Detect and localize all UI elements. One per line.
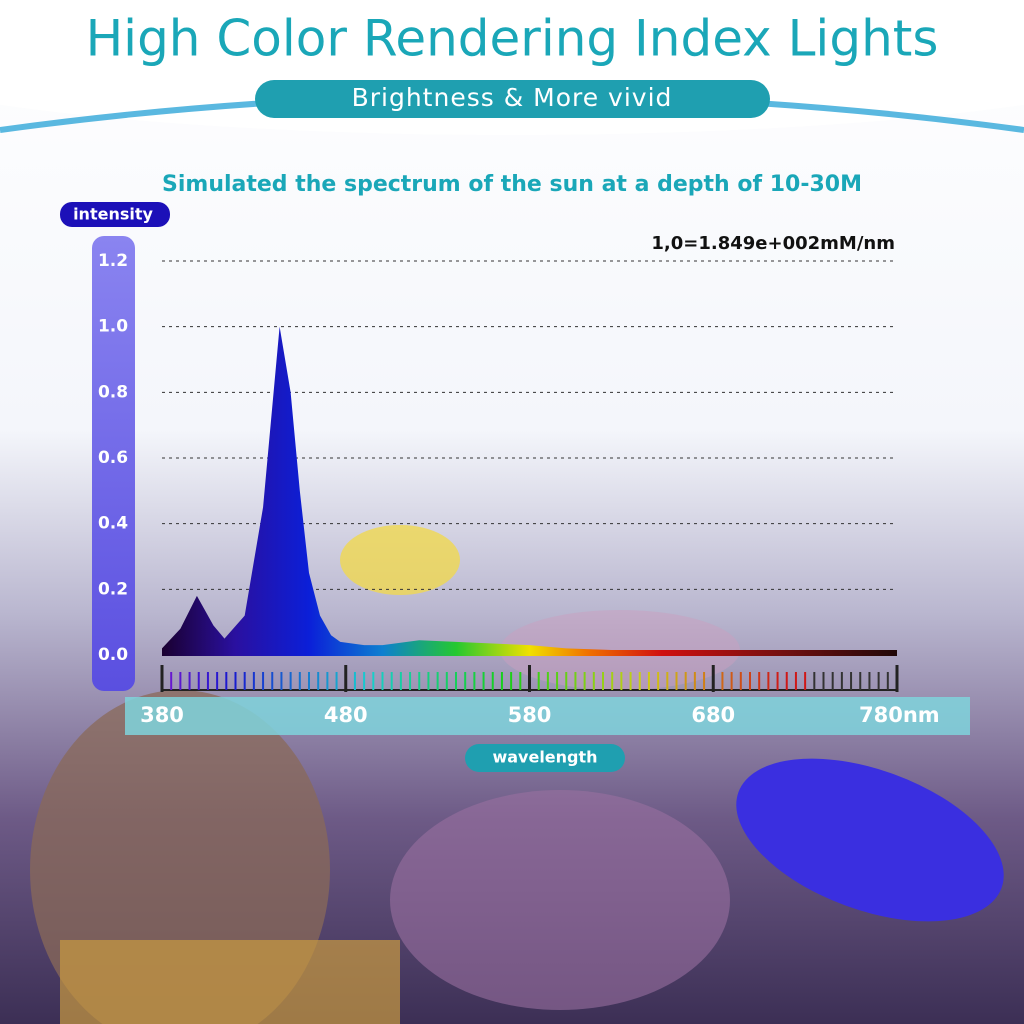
x-tick-label: 680 — [691, 703, 735, 727]
shirt — [60, 940, 400, 1024]
y-label: intensity — [73, 205, 153, 224]
x-label-band — [125, 697, 970, 735]
title: High Color Rendering Index Lights — [86, 10, 939, 68]
blue-fish — [736, 758, 1004, 922]
y-tick-label: 1.0 — [98, 317, 128, 337]
coral — [390, 790, 730, 1010]
y-tick-label: 0.8 — [98, 382, 128, 402]
x-label: wavelength — [492, 748, 597, 767]
x-label-pill — [465, 744, 625, 772]
x-tick-label: 480 — [324, 703, 368, 727]
subtitle: Brightness & More vivid — [352, 83, 673, 112]
x-tick-label: 380 — [140, 703, 184, 727]
y-tick-label: 0.6 — [98, 448, 128, 468]
subtitle-pill — [255, 80, 770, 118]
x-tick-label: 580 — [508, 703, 552, 727]
y-tick-label: 1.2 — [98, 251, 128, 271]
chart-title: Simulated the spectrum of the sun at a d… — [162, 172, 862, 197]
y-tick-label: 0.2 — [98, 579, 128, 599]
annotation: 1,0=1.849e+002mM/nm — [651, 233, 895, 254]
yellow-fish — [340, 525, 460, 595]
y-axis-bar — [92, 236, 135, 691]
y-label-pill — [60, 202, 170, 227]
y-tick-label: 0.0 — [98, 645, 128, 665]
y-tick-label: 0.4 — [98, 514, 128, 534]
baseline-band — [162, 650, 897, 656]
x-tick-label: 780nm — [859, 703, 940, 727]
